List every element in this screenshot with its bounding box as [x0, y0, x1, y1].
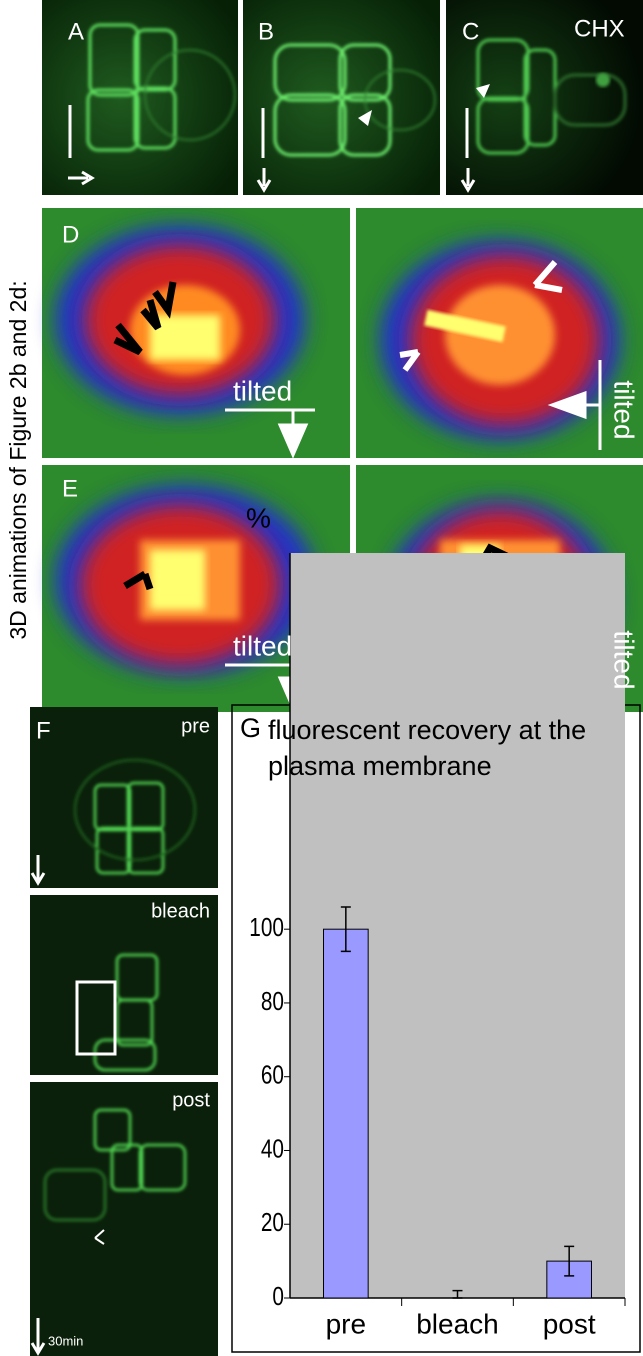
tilted-label: tilted [233, 375, 292, 406]
figure: 020406080100prebleachpost A B C CHX D E … [0, 0, 643, 1356]
y-tick-label: 60 [261, 1060, 284, 1089]
page: 020406080100prebleachpost A B C CHX D E … [0, 0, 643, 1356]
panel-d-left [42, 208, 350, 458]
y-tick-label: 80 [261, 987, 284, 1016]
y-tick-label: 0 [272, 1282, 284, 1311]
chart-title: fluorescent recovery at the plasma membr… [268, 712, 608, 784]
stage-label: post [172, 1089, 210, 1111]
y-tick-label: 20 [261, 1208, 284, 1237]
stage-label: pre [181, 715, 210, 737]
panel-letter: D [62, 221, 79, 248]
panel-letter: E [62, 475, 78, 502]
panel-f [30, 707, 218, 1356]
panel-letter: F [36, 717, 51, 744]
x-tick-label: post [543, 1308, 596, 1339]
panel-letter: G [240, 713, 261, 743]
y-tick-label: 100 [249, 913, 284, 942]
tilted-label: tilted [609, 380, 640, 439]
time-label: 30min [48, 1333, 83, 1348]
panel-letter: A [68, 18, 84, 45]
tilted-label: tilted [233, 630, 292, 661]
panel-letter: C [462, 18, 479, 45]
panel-d-right [356, 208, 643, 458]
bar [324, 929, 369, 1298]
bar-chart: 0 20 40 60 80 100 pre bleach post [249, 553, 625, 1339]
y-tick-label: 40 [261, 1134, 284, 1163]
x-tick-label: pre [326, 1308, 366, 1339]
panel-letter: B [258, 18, 274, 45]
treatment-label: CHX [574, 15, 625, 42]
stage-label: bleach [151, 900, 210, 922]
side-label: 3D animations of Figure 2b and 2d: [5, 280, 31, 639]
x-tick-label: bleach [416, 1308, 499, 1339]
y-axis-label: % [246, 502, 271, 533]
tilted-label: tilted [609, 630, 640, 689]
